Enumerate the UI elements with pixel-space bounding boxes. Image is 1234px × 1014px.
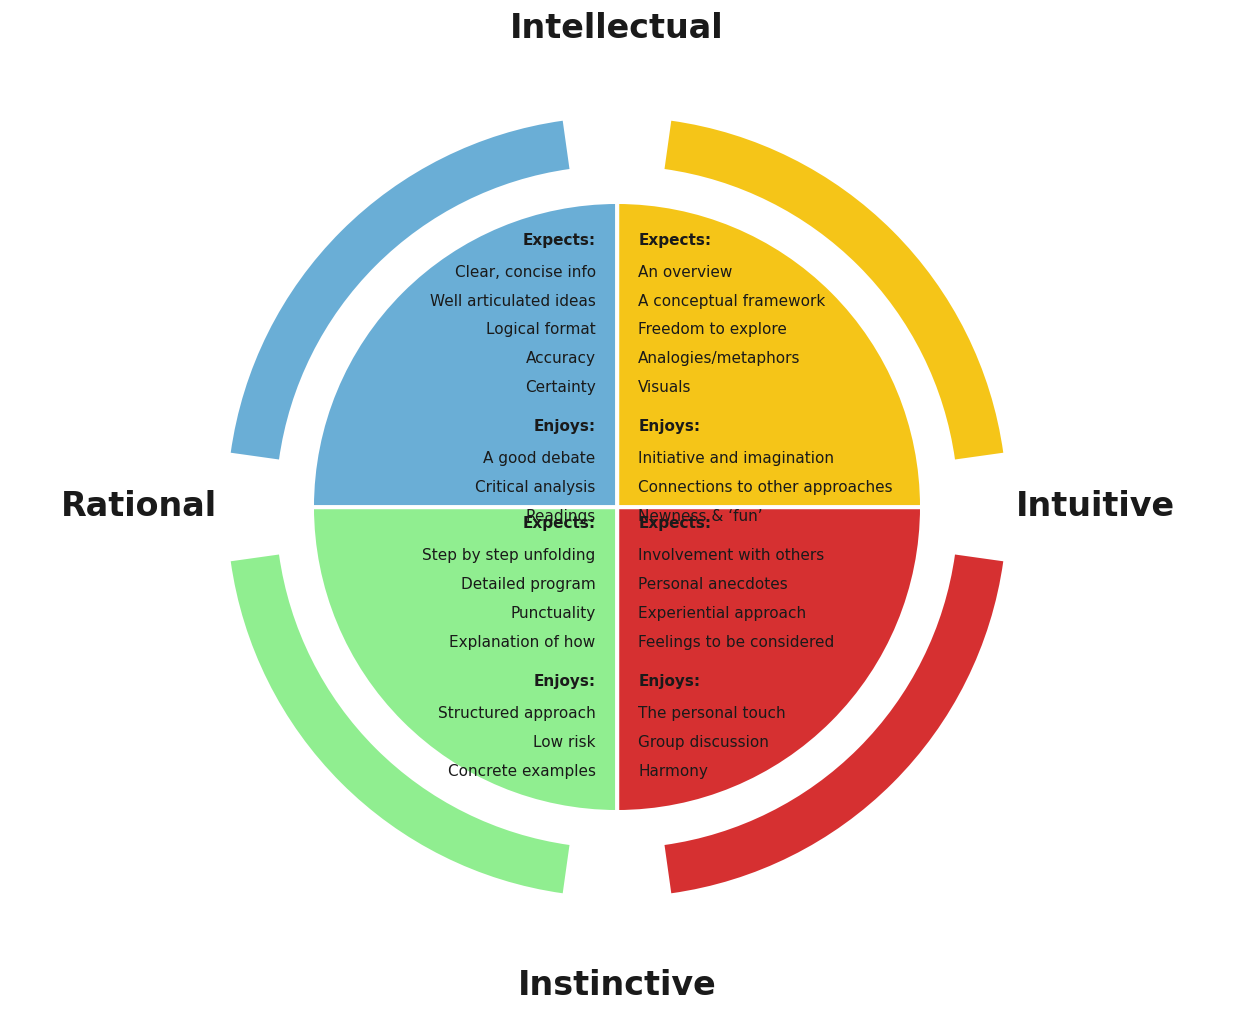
Text: Expects:: Expects: — [522, 516, 596, 531]
Text: Connections to other approaches: Connections to other approaches — [638, 481, 893, 495]
Text: Initiative and imagination: Initiative and imagination — [638, 451, 834, 466]
Text: Enjoys:: Enjoys: — [533, 420, 596, 434]
Wedge shape — [231, 121, 570, 459]
Text: Freedom to explore: Freedom to explore — [638, 322, 787, 338]
Text: Intuitive: Intuitive — [1016, 491, 1175, 523]
Wedge shape — [312, 507, 617, 812]
Text: Rational: Rational — [60, 491, 217, 523]
Text: Harmony: Harmony — [638, 764, 708, 779]
Text: Visuals: Visuals — [638, 380, 692, 395]
Wedge shape — [664, 121, 1003, 459]
Text: Instinctive: Instinctive — [517, 969, 717, 1002]
Text: Group discussion: Group discussion — [638, 735, 769, 749]
Text: Newness & ‘fun’: Newness & ‘fun’ — [638, 509, 763, 524]
Wedge shape — [617, 202, 922, 507]
Text: Experiential approach: Experiential approach — [638, 606, 807, 621]
Text: Expects:: Expects: — [638, 233, 712, 247]
Text: Critical analysis: Critical analysis — [475, 481, 596, 495]
Text: Intellectual: Intellectual — [510, 12, 724, 45]
Text: A good debate: A good debate — [484, 451, 596, 466]
Wedge shape — [664, 555, 1003, 893]
Text: Expects:: Expects: — [522, 233, 596, 247]
Text: An overview: An overview — [638, 265, 733, 280]
Text: Low risk: Low risk — [533, 735, 596, 749]
Text: Clear, concise info: Clear, concise info — [454, 265, 596, 280]
Text: Involvement with others: Involvement with others — [638, 548, 824, 563]
Text: Personal anecdotes: Personal anecdotes — [638, 577, 789, 592]
Text: Enjoys:: Enjoys: — [533, 674, 596, 689]
Wedge shape — [231, 555, 570, 893]
Text: The personal touch: The personal touch — [638, 706, 786, 721]
Text: Feelings to be considered: Feelings to be considered — [638, 635, 834, 650]
Text: Analogies/metaphors: Analogies/metaphors — [638, 352, 801, 366]
Wedge shape — [312, 202, 617, 507]
Text: Step by step unfolding: Step by step unfolding — [422, 548, 596, 563]
Text: Logical format: Logical format — [486, 322, 596, 338]
Text: Explanation of how: Explanation of how — [449, 635, 596, 650]
Text: Well articulated ideas: Well articulated ideas — [429, 293, 596, 308]
Text: Concrete examples: Concrete examples — [448, 764, 596, 779]
Text: Structured approach: Structured approach — [438, 706, 596, 721]
Wedge shape — [617, 507, 922, 812]
Text: Detailed program: Detailed program — [462, 577, 596, 592]
Text: A conceptual framework: A conceptual framework — [638, 293, 826, 308]
Text: Accuracy: Accuracy — [526, 352, 596, 366]
Text: Enjoys:: Enjoys: — [638, 674, 701, 689]
Text: Punctuality: Punctuality — [511, 606, 596, 621]
Text: Certainty: Certainty — [524, 380, 596, 395]
Text: Enjoys:: Enjoys: — [638, 420, 701, 434]
Text: Expects:: Expects: — [638, 516, 712, 531]
Text: Readings: Readings — [526, 509, 596, 524]
